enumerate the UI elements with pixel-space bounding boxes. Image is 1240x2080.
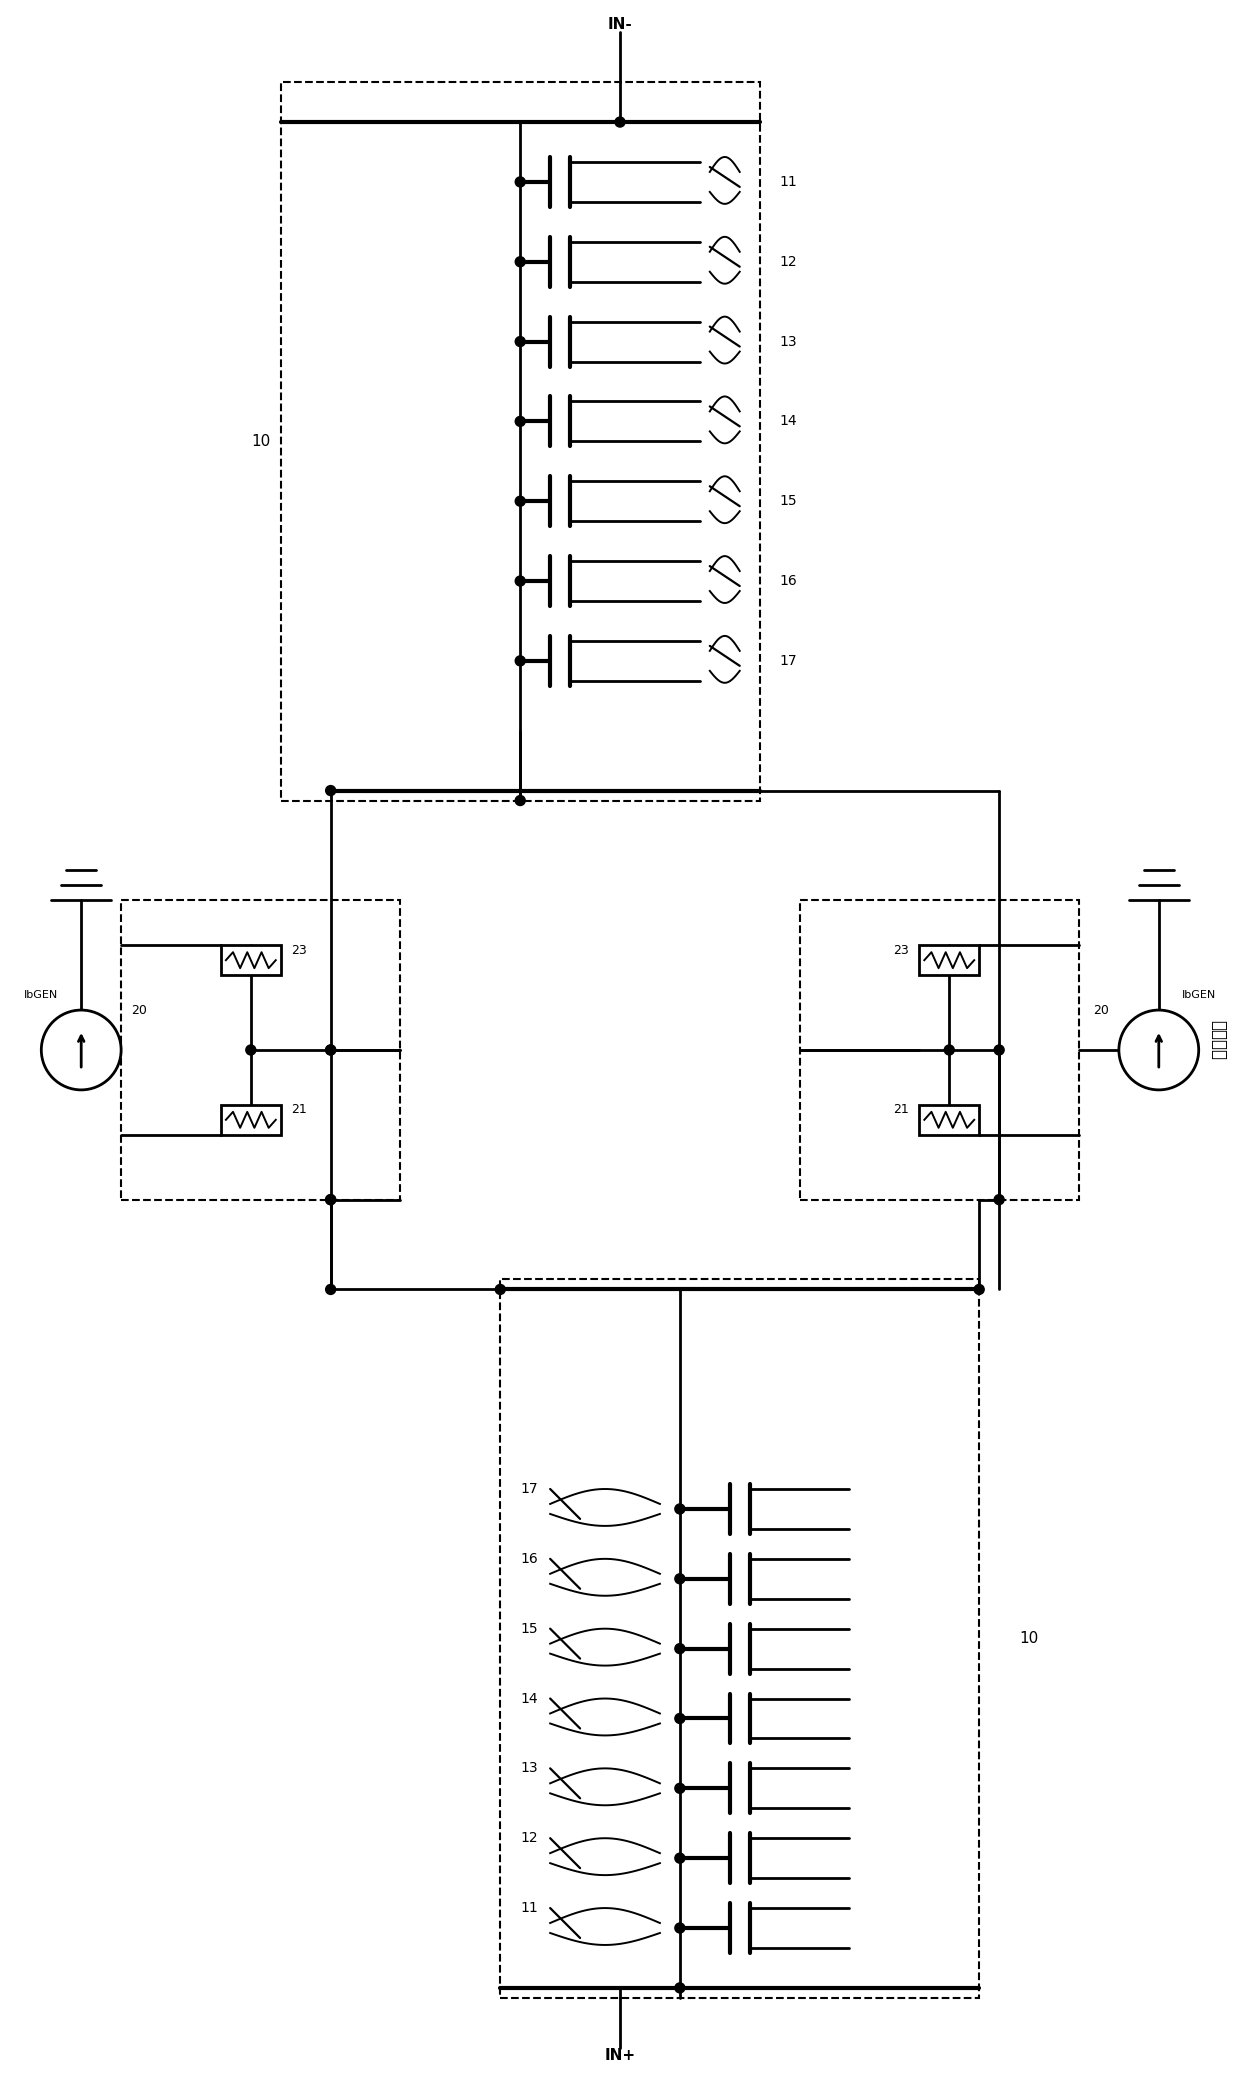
Circle shape <box>516 256 526 266</box>
Text: 13: 13 <box>521 1762 538 1776</box>
FancyBboxPatch shape <box>919 1104 980 1136</box>
Text: 21: 21 <box>290 1102 306 1117</box>
Text: 10: 10 <box>1019 1631 1038 1645</box>
Text: 15: 15 <box>521 1622 538 1635</box>
Circle shape <box>975 1285 985 1294</box>
Circle shape <box>326 1194 336 1204</box>
Text: 12: 12 <box>521 1830 538 1845</box>
Text: 11: 11 <box>780 175 797 189</box>
Circle shape <box>994 1044 1004 1055</box>
Text: 17: 17 <box>780 653 797 668</box>
FancyBboxPatch shape <box>919 944 980 976</box>
Text: 15: 15 <box>780 495 797 508</box>
Circle shape <box>1118 1011 1199 1090</box>
Circle shape <box>516 337 526 347</box>
Text: IbGEN: IbGEN <box>1182 990 1216 1000</box>
Text: 23: 23 <box>894 944 909 957</box>
Text: 21: 21 <box>894 1102 909 1117</box>
Text: IbGEN: IbGEN <box>24 990 58 1000</box>
Circle shape <box>495 1285 505 1294</box>
Circle shape <box>516 795 526 805</box>
Circle shape <box>516 576 526 587</box>
Circle shape <box>516 655 526 666</box>
Circle shape <box>326 1194 336 1204</box>
Circle shape <box>516 497 526 505</box>
Text: IN+: IN+ <box>604 2047 636 2063</box>
Circle shape <box>994 1194 1004 1204</box>
Text: 20: 20 <box>131 1003 148 1017</box>
Circle shape <box>326 1044 336 1055</box>
Circle shape <box>675 1853 684 1864</box>
Text: 16: 16 <box>780 574 797 589</box>
Circle shape <box>675 1924 684 1932</box>
Circle shape <box>246 1044 255 1055</box>
Text: 14: 14 <box>521 1691 538 1706</box>
Text: 16: 16 <box>521 1552 538 1566</box>
FancyBboxPatch shape <box>221 1104 280 1136</box>
Text: 13: 13 <box>780 335 797 349</box>
Circle shape <box>326 1044 336 1055</box>
Text: 12: 12 <box>780 254 797 268</box>
Circle shape <box>675 1504 684 1514</box>
Circle shape <box>675 1714 684 1724</box>
Circle shape <box>675 1982 684 1993</box>
Circle shape <box>675 1643 684 1654</box>
Text: 10: 10 <box>252 435 270 449</box>
FancyBboxPatch shape <box>221 944 280 976</box>
Text: 14: 14 <box>780 414 797 428</box>
Text: 11: 11 <box>521 1901 538 1916</box>
Text: 23: 23 <box>290 944 306 957</box>
Circle shape <box>41 1011 122 1090</box>
Circle shape <box>675 1783 684 1793</box>
Text: IN-: IN- <box>608 17 632 33</box>
Circle shape <box>615 116 625 127</box>
Circle shape <box>326 786 336 795</box>
Circle shape <box>326 1285 336 1294</box>
Circle shape <box>675 1575 684 1583</box>
Text: 20: 20 <box>1092 1003 1109 1017</box>
Text: 现有技术: 现有技术 <box>1210 1019 1228 1061</box>
Circle shape <box>516 416 526 426</box>
Circle shape <box>945 1044 955 1055</box>
Text: 17: 17 <box>521 1481 538 1496</box>
Circle shape <box>516 177 526 187</box>
